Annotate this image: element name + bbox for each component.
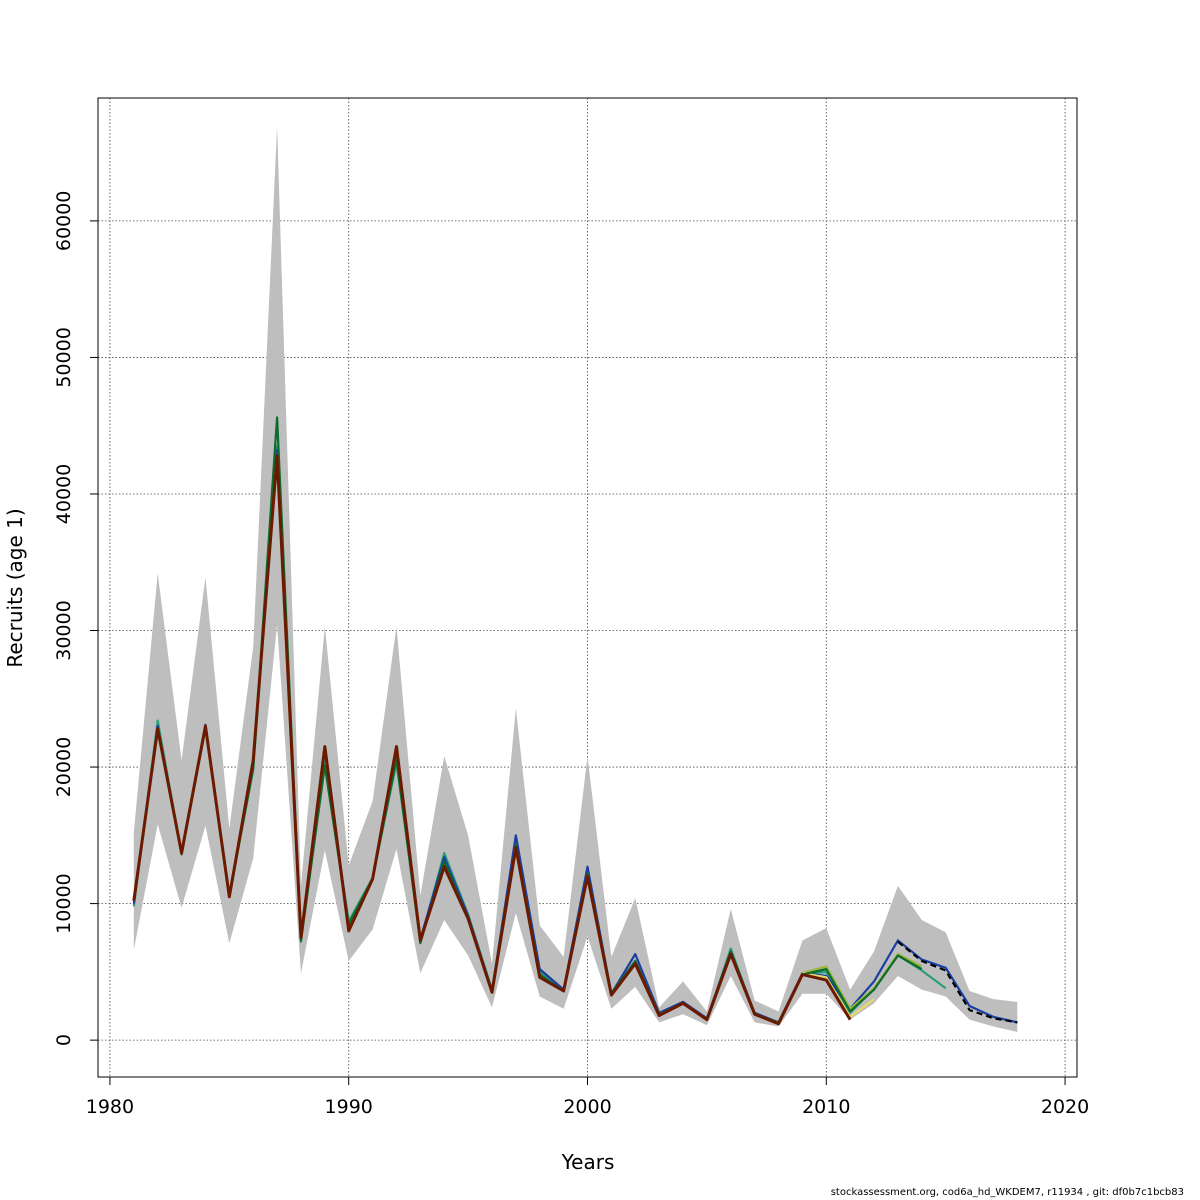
x-axis: 1980 1990 2000 2010 2020 [86,1076,1089,1118]
confidence-band [133,126,1018,1032]
series-line-6 [897,940,1018,1024]
x-axis-label: Years [561,1150,615,1174]
x-tick-label: 1980 [86,1096,134,1118]
y-tick-label: 10000 [53,873,75,933]
confidence-band-layer [133,126,1018,1032]
y-tick-label: 20000 [53,737,75,797]
y-tick-label: 50000 [53,327,75,387]
series-layer [132,416,1018,1026]
y-tick-label: 30000 [53,600,75,660]
y-axis-label: Recruits (age 1) [3,508,27,667]
x-tick-label: 1990 [325,1096,373,1118]
series-line-7 [132,454,852,1026]
footer-credit: stockassessment.org, cod6a_hd_WKDEM7, r1… [830,1187,1184,1198]
x-tick-label: 2000 [563,1096,611,1118]
y-tick-label: 0 [53,1034,75,1046]
y-tick-label: 60000 [53,191,75,251]
y-axis: 0 10000 20000 30000 40000 50000 60000 [53,191,99,1046]
x-tick-label: 2010 [802,1096,850,1118]
series-line-3 [802,953,923,1010]
x-tick-label: 2020 [1041,1096,1089,1118]
y-tick-label: 40000 [53,464,75,524]
